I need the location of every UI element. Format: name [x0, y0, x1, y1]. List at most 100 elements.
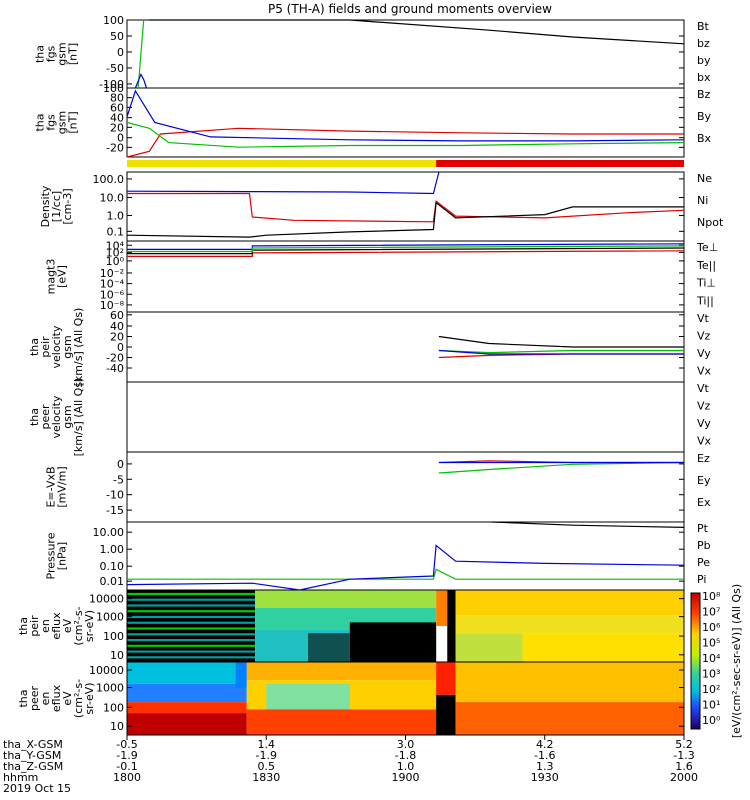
x-tick-label: 1800 — [113, 771, 141, 784]
y-tick-label: 10⁻⁴ — [100, 278, 125, 291]
y-tick-label: 10000 — [89, 664, 124, 677]
y-tick-label: 0 — [117, 132, 124, 145]
y-tick-label: 0.10 — [100, 560, 125, 573]
y-tick-label: -50 — [106, 62, 124, 75]
legend-entry: Ti|| — [696, 294, 714, 307]
y-axis-label: magt3 — [45, 259, 58, 295]
peir-spectrogram-cell — [455, 633, 523, 662]
y-tick-label: 10000 — [89, 593, 124, 606]
y-tick-label: -5 — [113, 473, 124, 486]
y-axis-label: tha — [17, 689, 30, 707]
orbit-bar-yellow — [127, 160, 437, 167]
legend-entry: Te|| — [696, 259, 716, 272]
legend-entry: Ey — [697, 474, 711, 487]
y-tick-label: 10⁻⁸ — [100, 299, 125, 312]
peir-spectrogram-cell — [127, 590, 256, 662]
x-tick-label: 1.6 — [675, 760, 693, 773]
peir-spectrogram-cell — [127, 604, 256, 607]
series-line-fgs_gsm-by — [137, 19, 145, 89]
legend-entry: Bt — [697, 20, 710, 33]
x-axis-row-label: tha_Y-GSM — [3, 749, 61, 762]
peir-spectrogram-cell — [127, 650, 256, 653]
y-axis-label: [mV/m] — [56, 466, 69, 507]
legend-entry: Vy — [697, 347, 711, 360]
series-line-pressure-Pt — [491, 521, 685, 528]
peer-spectrogram-cell — [127, 662, 247, 684]
legend-entry: Te⊥ — [696, 241, 718, 254]
peir-spectrogram-cell — [127, 615, 256, 619]
y-tick-label: 40 — [110, 112, 124, 125]
y-axis-label: sr-eV) — [83, 682, 96, 714]
y-tick-label: 20 — [110, 331, 124, 344]
legend-entry: Ti⊥ — [696, 277, 716, 290]
peir-spectrogram-cell — [127, 592, 256, 596]
colorbar-tick-label: 10⁷ — [702, 606, 720, 619]
colorbar-tick-label: 10¹ — [702, 699, 720, 712]
legend-entry: Ne — [697, 172, 712, 185]
legend-entry: Ni — [697, 194, 708, 207]
legend-entry: Vz — [697, 330, 711, 343]
legend-entry: Npot — [697, 216, 724, 229]
peer-spectrogram-cell — [246, 709, 437, 735]
x-tick-label: 1.0 — [397, 760, 415, 773]
legend-entry: bx — [697, 71, 711, 84]
y-tick-label: 40 — [110, 320, 124, 333]
x-tick-label: 4.2 — [536, 738, 554, 751]
y-tick-label: 10.0 — [100, 192, 125, 205]
y-axis-label: sr-eV) — [83, 610, 96, 642]
y-tick-label: 0 — [117, 458, 124, 471]
x-tick-label: 1900 — [392, 771, 420, 784]
y-axis-label: [nT] — [67, 43, 80, 65]
panel-frame-ve — [126, 381, 685, 453]
series-line-efield-Ey — [438, 461, 685, 474]
series-line-density-Ni — [126, 201, 684, 238]
x-tick-label: 0.5 — [258, 760, 276, 773]
legend-entry: Bz — [697, 88, 711, 101]
y-tick-label: 60 — [110, 101, 124, 114]
peer-spectrogram-cell — [455, 662, 684, 703]
y-tick-label: 0.1 — [107, 225, 125, 238]
y-axis-label: E=-VxB — [45, 466, 58, 507]
y-tick-label: 80 — [110, 92, 124, 105]
x-tick-label: 3.0 — [397, 738, 415, 751]
series-line-fgs_gsm-Bt — [149, 19, 685, 45]
panel-frame-fgs — [126, 19, 685, 89]
x-tick-label: -0.1 — [116, 760, 137, 773]
x-tick-label: 5.2 — [675, 738, 693, 751]
series-line-pressure-Pe — [127, 568, 684, 580]
peer-spectrogram-cell — [266, 683, 350, 710]
peir-spectrogram-cell — [308, 633, 350, 662]
y-tick-label: 60 — [110, 309, 124, 322]
x-tick-label: -1.9 — [256, 749, 277, 762]
y-axis-label: tha — [34, 113, 47, 131]
y-tick-label: 10⁻² — [100, 267, 124, 280]
y-tick-label: 20 — [110, 121, 124, 134]
y-tick-label: 100 — [103, 701, 124, 714]
legend-entry: Ex — [697, 496, 711, 509]
legend-entry: Vx — [697, 435, 712, 448]
series-line-fgs_2-Bz — [126, 127, 684, 158]
legend-entry: Pb — [697, 539, 711, 552]
x-tick-label: 1.4 — [258, 738, 276, 751]
peir-spectrogram-cell — [255, 590, 437, 608]
y-axis-label: [km/s] (All Qs) — [72, 378, 85, 457]
peer-spectrogram-cell — [127, 683, 247, 703]
peer-spectrogram-cell — [235, 662, 247, 688]
peir-spectrogram-cell — [127, 638, 256, 642]
y-axis-label: [eV] — [56, 265, 69, 288]
y-tick-label: 10.00 — [93, 526, 125, 539]
y-axis-label: peer — [28, 686, 41, 712]
y-axis-label: tha — [28, 408, 41, 426]
peir-spectrogram-cell — [127, 610, 256, 613]
peer-spectrogram-cell — [455, 702, 684, 735]
colorbar-tick-label: 10⁵ — [702, 637, 720, 650]
y-tick-label: -20 — [106, 352, 124, 365]
y-tick-label: 10⁴ — [106, 239, 125, 252]
y-axis-label: eflux — [50, 612, 63, 640]
peir-spectrogram — [127, 590, 684, 662]
y-axis-label: velocity — [50, 395, 63, 438]
y-axis-label: [cm-3] — [61, 188, 74, 224]
legend-entry: Pt — [697, 522, 709, 535]
peir-spectrogram-cell — [522, 633, 684, 662]
